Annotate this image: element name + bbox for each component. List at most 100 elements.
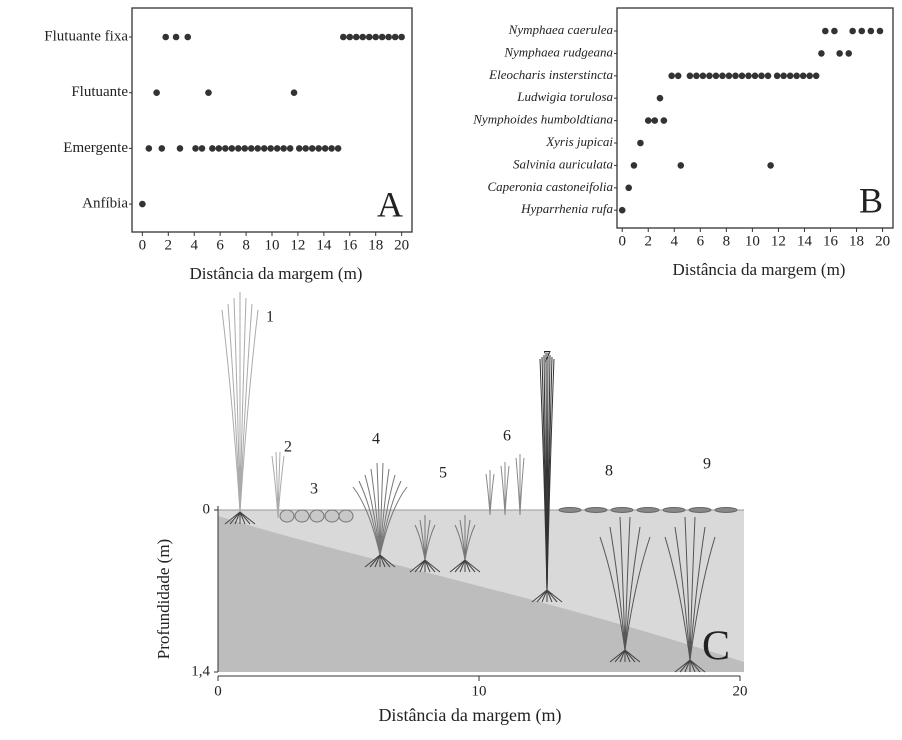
root <box>224 511 241 525</box>
dot <box>651 117 659 124</box>
root <box>689 659 701 673</box>
dot <box>209 145 216 152</box>
dot <box>725 72 733 80</box>
lily-pad <box>610 507 634 513</box>
root <box>684 659 691 673</box>
category-label: Caperonia castoneifolia <box>487 179 613 194</box>
lily-pad <box>714 507 738 513</box>
dot <box>836 50 843 57</box>
grass-stem <box>221 309 241 513</box>
root <box>614 649 626 663</box>
floating-stem <box>489 473 495 516</box>
lily-stem <box>599 536 626 651</box>
rosette <box>294 509 310 523</box>
x-tick-label: 12 <box>290 237 305 253</box>
dot <box>858 27 866 35</box>
category-label: Nymphaea caerulea <box>508 22 614 37</box>
category-label: Ludwigia torulosa <box>516 89 613 104</box>
dot <box>328 145 335 152</box>
x-axis-label: Distância da margem (m) <box>190 264 363 283</box>
root <box>609 649 626 663</box>
root <box>424 559 441 573</box>
grass-stem <box>227 303 241 513</box>
lily-stem <box>624 516 631 651</box>
dot <box>153 89 160 96</box>
dot <box>773 72 781 80</box>
category-label: Hyparrhenia rufa <box>520 201 613 216</box>
dot <box>674 72 682 80</box>
lily-stem <box>624 536 651 651</box>
grass-stem <box>239 303 253 513</box>
dot <box>241 145 249 152</box>
plant-label: 9 <box>703 456 711 473</box>
dot <box>184 33 192 41</box>
grass-stem <box>277 455 285 519</box>
lily-stem <box>619 516 626 651</box>
x-tick-label: 18 <box>368 237 383 253</box>
lily-pad <box>688 507 712 513</box>
root <box>531 589 548 603</box>
x-tick-label: 8 <box>242 237 250 253</box>
dot <box>176 145 184 152</box>
sedge-leaf <box>424 524 436 561</box>
root <box>464 559 471 573</box>
x-tick-label: 10 <box>472 683 487 699</box>
dot <box>831 27 838 35</box>
dot <box>712 72 720 80</box>
dot <box>656 94 664 102</box>
dot <box>302 145 310 152</box>
dot <box>346 33 354 41</box>
grass-stem <box>239 309 259 513</box>
x-tick-label: 6 <box>216 237 224 253</box>
root <box>536 589 548 603</box>
dot <box>172 33 180 41</box>
dot <box>215 145 223 152</box>
lily-pad <box>636 507 660 513</box>
plant-label: 3 <box>310 481 318 498</box>
x-tick-label: 0 <box>139 237 147 253</box>
dot <box>267 145 275 152</box>
root <box>679 659 691 673</box>
x-tick-label: 16 <box>823 233 839 249</box>
rosette <box>338 509 354 523</box>
plants <box>221 292 738 673</box>
dot <box>767 162 774 169</box>
root <box>379 554 391 568</box>
dot <box>693 72 700 80</box>
dot <box>295 145 303 152</box>
dot <box>385 33 392 41</box>
dot <box>162 33 170 41</box>
grass-stem <box>239 297 247 513</box>
dot <box>308 145 316 152</box>
lily-stem <box>689 536 716 661</box>
lily-stem <box>624 526 641 651</box>
lily-stem <box>609 526 626 651</box>
rush-stem <box>546 358 555 591</box>
dot <box>158 145 166 152</box>
root <box>424 559 436 573</box>
plant-label: 6 <box>503 428 511 445</box>
dot <box>280 145 287 152</box>
dot <box>751 72 759 80</box>
y-tick-label: 1,4 <box>191 663 210 679</box>
lily-stem <box>689 516 696 661</box>
lily-stem <box>674 526 691 661</box>
x-axis-label: Distância da margem (m) <box>378 705 561 726</box>
x-tick-label: 0 <box>618 233 626 249</box>
root <box>454 559 466 573</box>
root <box>379 554 386 568</box>
x-tick-label: 18 <box>849 233 864 249</box>
dot <box>625 184 633 192</box>
plant-label: 4 <box>372 431 380 448</box>
dot <box>228 145 236 152</box>
dot <box>205 89 212 96</box>
grass-stem <box>233 297 241 513</box>
x-tick-label: 14 <box>316 237 332 253</box>
root <box>541 589 548 603</box>
dot <box>339 33 347 41</box>
dot <box>686 72 694 80</box>
root <box>239 511 256 525</box>
root <box>459 559 466 573</box>
root <box>239 511 246 525</box>
y-axis-label: Profundidade (m) <box>154 539 173 659</box>
